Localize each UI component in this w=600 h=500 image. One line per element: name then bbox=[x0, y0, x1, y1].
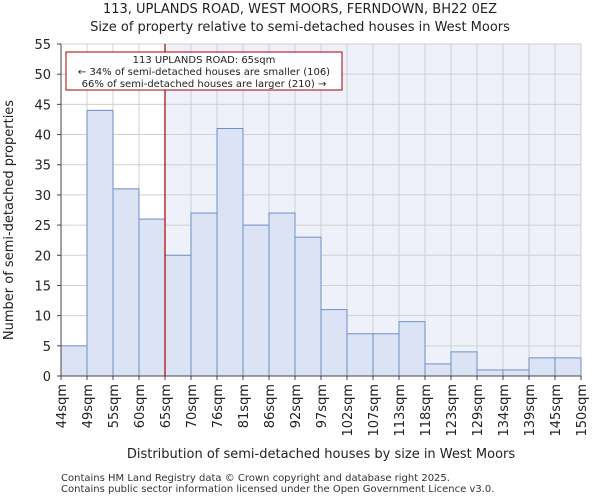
bar bbox=[476, 369, 504, 377]
annotation-line-3: 66% of semi-detached houses are larger (… bbox=[82, 79, 327, 90]
x-tick-label: 76sqm bbox=[211, 384, 226, 428]
x-tick-label: 70sqm bbox=[185, 384, 200, 428]
y-tick-label: 20 bbox=[34, 249, 51, 264]
annotation-line-2: ← 34% of semi-detached houses are smalle… bbox=[78, 67, 330, 78]
bar bbox=[398, 321, 426, 377]
x-tick-label: 44sqm bbox=[55, 384, 70, 428]
bar bbox=[190, 212, 218, 377]
y-axis-title: Number of semi-detached properties bbox=[2, 100, 17, 340]
bar bbox=[86, 109, 114, 377]
x-tick-label: 102sqm bbox=[341, 384, 356, 437]
y-tick-label: 50 bbox=[34, 68, 51, 83]
x-tick-label: 113sqm bbox=[393, 384, 408, 437]
bar bbox=[450, 351, 478, 377]
bar bbox=[346, 333, 374, 377]
x-tick-label: 49sqm bbox=[81, 384, 96, 428]
bar bbox=[372, 333, 400, 377]
annotation-line-1: 113 UPLANDS ROAD: 65sqm bbox=[133, 55, 276, 66]
y-tick-label: 35 bbox=[34, 159, 51, 174]
bar bbox=[268, 212, 296, 377]
bar bbox=[294, 236, 322, 377]
y-tick-label: 40 bbox=[34, 129, 51, 144]
x-tick-label: 97sqm bbox=[315, 384, 330, 428]
x-tick-label: 55sqm bbox=[107, 384, 122, 428]
chart-title: 113, UPLANDS ROAD, WEST MOORS, FERNDOWN,… bbox=[102, 2, 498, 17]
x-tick-label: 134sqm bbox=[497, 384, 512, 437]
y-tick-label: 25 bbox=[34, 219, 51, 234]
histogram-chart: 0 5 10 15 20 25 30 35 40 45 50 55 44sqm 49sqm 55sqm 60s… bbox=[2, 38, 590, 462]
y-tick-label: 30 bbox=[34, 189, 51, 204]
bar bbox=[112, 188, 140, 377]
annotation-box bbox=[65, 51, 343, 91]
x-tick-label: 150sqm bbox=[575, 384, 590, 437]
footer-line-2: Contains public sector information licen… bbox=[61, 484, 495, 495]
x-tick-label: 123sqm bbox=[445, 384, 460, 437]
chart-subtitle: Size of property relative to semi-detach… bbox=[90, 20, 510, 35]
bar bbox=[554, 357, 582, 377]
y-tick-label: 10 bbox=[34, 310, 51, 325]
bar bbox=[60, 345, 88, 377]
bar bbox=[528, 357, 556, 377]
bar bbox=[242, 224, 270, 377]
x-tick-label: 139sqm bbox=[523, 384, 538, 437]
x-tick-label: 107sqm bbox=[367, 384, 382, 437]
x-tick-label: 129sqm bbox=[471, 384, 486, 437]
x-tick-label: 60sqm bbox=[133, 384, 148, 428]
y-tick-label: 55 bbox=[34, 38, 51, 53]
y-tick-label: 45 bbox=[34, 98, 51, 113]
bar bbox=[138, 218, 166, 377]
bar bbox=[502, 369, 530, 377]
bar bbox=[424, 363, 452, 377]
y-tick-label: 15 bbox=[34, 279, 51, 294]
x-tick-label: 145sqm bbox=[549, 384, 564, 437]
bar bbox=[320, 309, 348, 377]
y-tick-label: 5 bbox=[43, 340, 51, 355]
x-axis-title: Distribution of semi-detached houses by … bbox=[127, 447, 516, 462]
bar bbox=[164, 254, 192, 377]
x-tick-label: 92sqm bbox=[289, 384, 304, 428]
footer-line-1: Contains HM Land Registry data © Crown c… bbox=[61, 473, 450, 484]
x-tick-label: 118sqm bbox=[419, 384, 434, 437]
x-tick-label: 81sqm bbox=[237, 384, 252, 428]
x-tick-label: 86sqm bbox=[263, 384, 278, 428]
bar bbox=[216, 128, 244, 377]
y-tick-label: 0 bbox=[43, 370, 51, 385]
x-tick-label: 65sqm bbox=[159, 384, 174, 428]
